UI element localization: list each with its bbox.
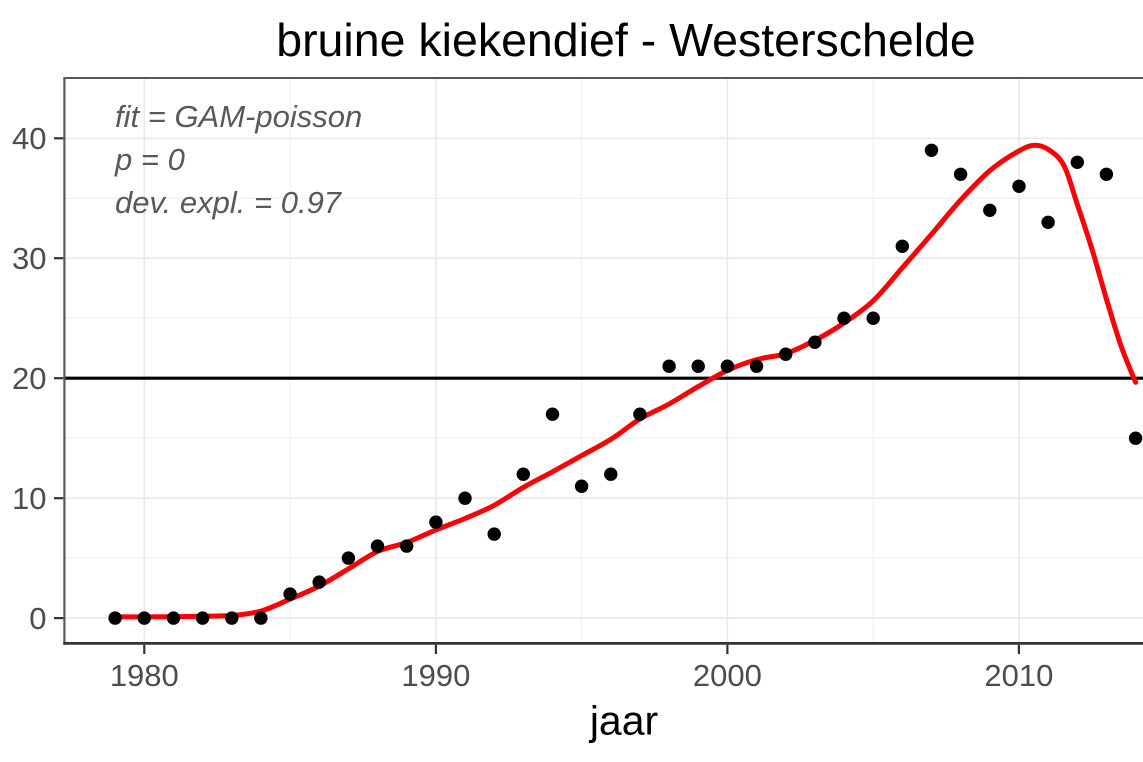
svg-text:0: 0 [29,601,46,636]
svg-text:2000: 2000 [693,658,762,693]
svg-text:bruine kiekendief - Westersche: bruine kiekendief - Westerschelde [276,14,976,66]
svg-text:1990: 1990 [401,658,470,693]
svg-text:2010: 2010 [984,658,1053,693]
svg-text:20: 20 [12,361,46,396]
svg-text:dev. expl. = 0.97: dev. expl. = 0.97 [115,185,343,220]
svg-text:30: 30 [12,241,46,276]
svg-text:fit = GAM-poisson: fit = GAM-poisson [115,99,362,134]
svg-text:1980: 1980 [110,658,179,693]
svg-text:10: 10 [12,481,46,516]
svg-text:p = 0: p = 0 [114,142,185,177]
svg-text:40: 40 [12,121,46,156]
svg-text:jaar: jaar [589,698,658,744]
